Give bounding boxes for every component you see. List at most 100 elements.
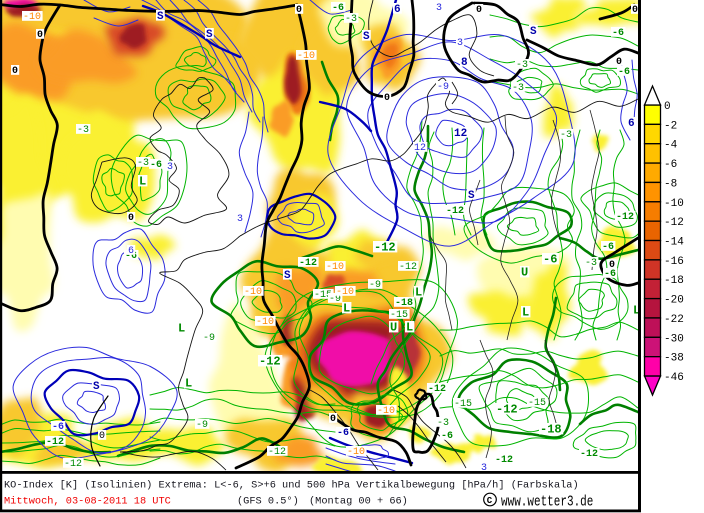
svg-text:-3: -3 bbox=[516, 60, 528, 71]
svg-text:-12: -12 bbox=[664, 217, 684, 229]
svg-text:-12: -12 bbox=[46, 437, 64, 448]
svg-text:-15: -15 bbox=[528, 398, 546, 409]
svg-text:-6: -6 bbox=[52, 422, 64, 433]
svg-text:-6: -6 bbox=[618, 67, 630, 78]
svg-text:-6: -6 bbox=[664, 159, 677, 171]
svg-text:-3: -3 bbox=[512, 83, 524, 94]
svg-text:-10: -10 bbox=[336, 287, 354, 298]
svg-text:0: 0 bbox=[37, 30, 43, 41]
svg-text:-46: -46 bbox=[664, 372, 684, 384]
svg-text:U: U bbox=[521, 266, 528, 280]
svg-text:-6: -6 bbox=[612, 28, 624, 39]
svg-text:-2: -2 bbox=[664, 120, 677, 132]
svg-text:-10: -10 bbox=[377, 406, 395, 417]
svg-text:-12: -12 bbox=[616, 212, 634, 223]
svg-text:0: 0 bbox=[12, 66, 18, 77]
svg-text:-12: -12 bbox=[580, 449, 598, 460]
svg-text:L: L bbox=[185, 377, 192, 391]
svg-text:C: C bbox=[487, 496, 493, 506]
svg-text:-10: -10 bbox=[23, 12, 41, 23]
svg-text:S: S bbox=[468, 190, 475, 202]
svg-text:12: 12 bbox=[414, 143, 426, 154]
svg-text:-18: -18 bbox=[664, 275, 684, 287]
svg-text:-4: -4 bbox=[664, 140, 678, 152]
svg-text:-6: -6 bbox=[543, 253, 557, 267]
svg-text:0: 0 bbox=[632, 5, 638, 16]
svg-text:-9: -9 bbox=[196, 420, 208, 431]
svg-text:-30: -30 bbox=[664, 333, 684, 345]
svg-text:3: 3 bbox=[481, 463, 487, 474]
svg-text:-15: -15 bbox=[314, 290, 332, 301]
svg-text:-3: -3 bbox=[137, 158, 149, 169]
svg-text:-9: -9 bbox=[437, 82, 449, 93]
svg-text:KO-Index [K] (Isolinien) Extre: KO-Index [K] (Isolinien) Extrema: L<-6, … bbox=[4, 480, 579, 492]
svg-text:www.wetter3.de: www.wetter3.de bbox=[501, 493, 593, 510]
svg-text:L: L bbox=[633, 304, 640, 318]
svg-text:S: S bbox=[206, 29, 213, 41]
svg-text:-12: -12 bbox=[374, 241, 396, 255]
svg-text:-6: -6 bbox=[337, 428, 349, 439]
svg-text:-18: -18 bbox=[540, 423, 562, 437]
svg-text:3: 3 bbox=[436, 3, 442, 14]
svg-text:-38: -38 bbox=[664, 353, 684, 365]
svg-text:S: S bbox=[363, 31, 370, 43]
svg-text:-3: -3 bbox=[77, 125, 89, 136]
svg-text:-10: -10 bbox=[664, 198, 684, 210]
svg-text:0: 0 bbox=[99, 431, 105, 442]
svg-text:0: 0 bbox=[330, 414, 336, 425]
svg-text:-6: -6 bbox=[332, 3, 344, 14]
svg-text:-20: -20 bbox=[664, 295, 684, 307]
svg-text:-6: -6 bbox=[441, 431, 453, 442]
svg-text:3: 3 bbox=[237, 214, 243, 225]
svg-text:L: L bbox=[139, 175, 146, 189]
svg-text:-8: -8 bbox=[664, 178, 677, 190]
svg-text:0: 0 bbox=[128, 213, 134, 224]
svg-text:-6: -6 bbox=[637, 296, 649, 307]
svg-text:(GFS 0.5°): (GFS 0.5°) bbox=[237, 496, 299, 508]
svg-text:6: 6 bbox=[628, 118, 635, 130]
svg-text:L: L bbox=[406, 321, 413, 335]
svg-text:0: 0 bbox=[384, 93, 390, 104]
svg-text:L: L bbox=[343, 302, 350, 316]
svg-text:0: 0 bbox=[476, 5, 482, 16]
svg-text:-12: -12 bbox=[446, 206, 464, 217]
svg-text:3: 3 bbox=[457, 38, 463, 49]
svg-text:-3: -3 bbox=[585, 258, 597, 269]
svg-text:0: 0 bbox=[616, 57, 622, 68]
svg-text:L: L bbox=[522, 306, 529, 320]
svg-text:-9: -9 bbox=[369, 280, 381, 291]
svg-text:-3: -3 bbox=[560, 130, 572, 141]
svg-text:-14: -14 bbox=[664, 237, 684, 249]
svg-text:-18: -18 bbox=[395, 298, 413, 309]
svg-text:0: 0 bbox=[609, 260, 615, 271]
svg-text:-10: -10 bbox=[297, 51, 315, 62]
svg-text:Mittwoch, 03-08-2011 18 UTC: Mittwoch, 03-08-2011 18 UTC bbox=[4, 496, 171, 508]
svg-text:-12: -12 bbox=[259, 355, 281, 369]
svg-text:-16: -16 bbox=[664, 256, 684, 268]
svg-text:0: 0 bbox=[296, 5, 302, 16]
svg-text:6: 6 bbox=[394, 4, 401, 16]
svg-text:(Montag 00 + 66): (Montag 00 + 66) bbox=[309, 496, 408, 508]
svg-text:-10: -10 bbox=[256, 317, 274, 328]
svg-text:L: L bbox=[415, 286, 422, 300]
svg-text:-12: -12 bbox=[64, 459, 82, 470]
svg-text:U: U bbox=[390, 321, 397, 335]
svg-text:-15: -15 bbox=[454, 399, 472, 410]
svg-text:-12: -12 bbox=[299, 258, 317, 269]
svg-text:S: S bbox=[93, 381, 100, 393]
svg-text:S: S bbox=[530, 26, 537, 38]
svg-text:-3: -3 bbox=[345, 14, 357, 25]
svg-text:12: 12 bbox=[454, 128, 467, 140]
svg-text:-10: -10 bbox=[244, 287, 262, 298]
svg-text:-10: -10 bbox=[326, 262, 344, 273]
svg-text:3: 3 bbox=[167, 162, 173, 173]
svg-text:-9: -9 bbox=[203, 333, 215, 344]
svg-text:-15: -15 bbox=[390, 310, 408, 321]
svg-text:-10: -10 bbox=[347, 447, 365, 458]
svg-text:6: 6 bbox=[128, 246, 134, 257]
svg-text:-6: -6 bbox=[125, 251, 137, 262]
svg-text:-3: -3 bbox=[437, 418, 449, 429]
svg-text:-6: -6 bbox=[150, 160, 162, 171]
svg-text:-22: -22 bbox=[664, 314, 684, 326]
svg-text:S: S bbox=[284, 270, 291, 282]
